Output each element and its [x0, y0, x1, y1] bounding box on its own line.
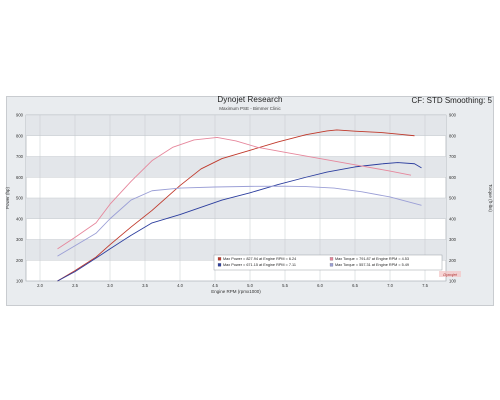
- y-tick-label-right: 800: [449, 133, 457, 138]
- y-tick-label-left: 900: [16, 113, 24, 118]
- y-tick-label-right: 500: [449, 196, 457, 201]
- legend-entry: Max Power = 671.15 at Engine RPM = 7.11: [223, 263, 296, 267]
- series-layer: [57, 129, 422, 282]
- svg-text:Dynojet: Dynojet: [443, 272, 457, 277]
- x-tick-label: 2.5: [72, 283, 78, 288]
- legend-swatch: [217, 257, 222, 261]
- x-axis-title: Engine RPM (rpmx1000): [211, 289, 261, 294]
- y-tick-label-left: 400: [16, 216, 24, 221]
- legend-box: [213, 254, 443, 271]
- legend-swatch: [329, 257, 334, 261]
- series-line-torque-3: [57, 185, 422, 257]
- legend: Max Power = 827.94 at Engine RPM = 6.24 M…: [213, 254, 443, 271]
- y-tick-label-left: 700: [16, 154, 24, 159]
- legend-entry: Max Torque = 791.87 at Engine RPM = 4.53: [335, 257, 409, 261]
- series-line-power-0: [57, 129, 415, 282]
- y-tick-label-left: 200: [16, 258, 24, 263]
- x-tick-label: 6.5: [352, 283, 358, 288]
- legend-entry: Max Power = 827.94 at Engine RPM = 6.24: [223, 257, 296, 261]
- y-tick-label-left: 800: [16, 133, 24, 138]
- y-tick-label-right: 900: [449, 113, 457, 118]
- chart-subtitle: Maximum PSE - Bimmer Clinic: [219, 106, 281, 111]
- y-axis-title-right: Torque (ft-lbs): [488, 184, 493, 212]
- x-tick-label: 6.0: [317, 283, 323, 288]
- y-tick-label-left: 500: [16, 196, 24, 201]
- y-tick-label-right: 600: [449, 175, 457, 180]
- chart-title: Dynojet Research: [217, 95, 283, 104]
- y-axis-title-left: Power (hp): [5, 186, 10, 209]
- legend-swatch: [217, 263, 222, 267]
- x-tick-label: 5.5: [282, 283, 288, 288]
- series-line-power-1: [57, 162, 422, 282]
- grid-band: [26, 156, 446, 178]
- legend-entry: Max Torque = 557.31 at Engine RPM = 5.49: [335, 263, 409, 267]
- cf-smoothing-label: CF: STD Smoothing: 5: [411, 96, 492, 105]
- x-tick-label: 7.0: [387, 283, 393, 288]
- x-tick-label: 5.0: [247, 283, 253, 288]
- y-tick-label-right: 700: [449, 154, 457, 159]
- y-tick-label-right: 200: [449, 258, 457, 263]
- legend-swatch: [329, 263, 334, 267]
- y-tick-label-right: 300: [449, 237, 457, 242]
- x-tick-label: 3.0: [107, 283, 113, 288]
- x-tick-label: 3.5: [142, 283, 148, 288]
- x-tick-label: 7.5: [422, 283, 428, 288]
- grid-band: [26, 198, 446, 219]
- x-tick-label: 4.0: [177, 283, 183, 288]
- watermark: Dynojet: [439, 271, 461, 277]
- y-tick-label-left: 600: [16, 175, 24, 180]
- y-tick-label-left: 100: [16, 279, 24, 284]
- x-tick-label: 4.5: [212, 283, 218, 288]
- y-tick-label-left: 300: [16, 237, 24, 242]
- y-tick-label-right: 100: [449, 279, 457, 284]
- y-tick-label-right: 400: [449, 216, 457, 221]
- axes: 100 200 300 400 500 600 700 800 900 100 200 300 400 5…: [16, 113, 457, 289]
- series-line-torque-2: [57, 136, 412, 250]
- x-tick-label: 2.0: [37, 283, 43, 288]
